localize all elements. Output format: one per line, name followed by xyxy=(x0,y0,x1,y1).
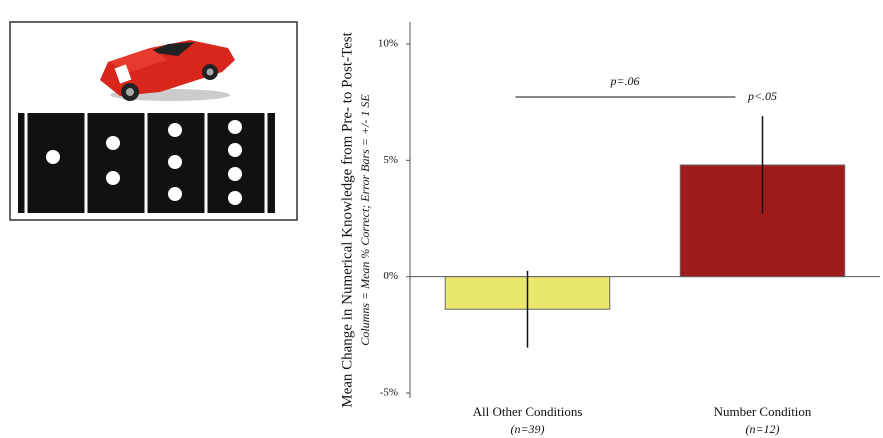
y-axis-sublabel: Columns = Mean % Correct; Error Bars = +… xyxy=(358,94,372,346)
annotation: p<.05 xyxy=(747,89,777,103)
y-tick-label: 0% xyxy=(383,270,398,282)
annotation: p=.06 xyxy=(609,74,639,88)
y-tick-label: 5% xyxy=(383,154,398,166)
x-tick-note: (n=39) xyxy=(510,422,544,436)
x-tick-note: (n=12) xyxy=(745,422,779,436)
x-tick-label: Number Condition xyxy=(714,404,812,419)
page: Mean Change in Numerical Knowledge from … xyxy=(0,0,883,438)
y-tick-label: 10% xyxy=(378,38,398,50)
y-axis-label: Mean Change in Numerical Knowledge from … xyxy=(339,31,355,407)
stimulus-image xyxy=(10,22,297,220)
dot-cards xyxy=(18,113,275,213)
x-tick-label: All Other Conditions xyxy=(473,404,583,419)
y-tick-label: -5% xyxy=(380,387,398,399)
